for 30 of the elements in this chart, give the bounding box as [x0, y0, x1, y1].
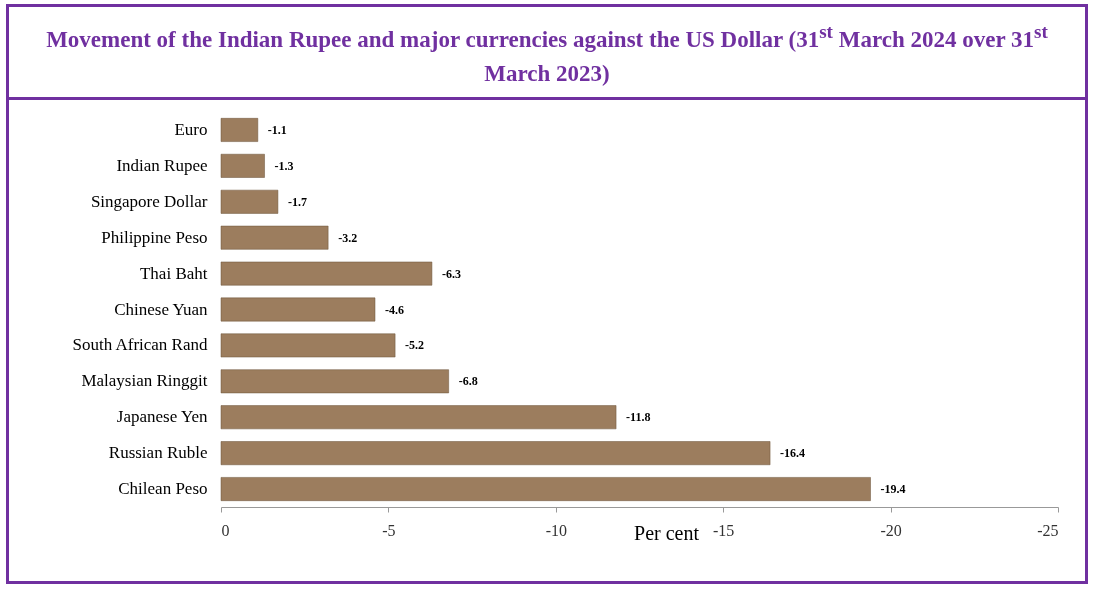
x-tick-label: -25: [1037, 521, 1059, 539]
x-tick-label: -20: [880, 521, 902, 539]
y-tick-label: Singapore Dollar: [90, 191, 208, 211]
y-tick-label: South African Rand: [72, 335, 208, 355]
y-tick-label: Philippine Peso: [101, 227, 208, 247]
data-label: -1.7: [287, 194, 307, 209]
x-tick-label: -10: [545, 521, 567, 539]
data-label: -5.2: [405, 338, 425, 353]
data-label: -1.1: [267, 122, 287, 137]
data-label: -4.6: [385, 302, 405, 317]
chart-title: Movement of the Indian Rupee and major currencies against the US Dollar (31$^{st}$ March 2024 over 31$^{st}$ March 2023): [46, 21, 1048, 86]
y-tick-label: Indian Rupee: [116, 155, 208, 175]
data-label: -6.8: [458, 373, 478, 388]
data-label: -3.2: [338, 230, 358, 245]
y-tick-label: Malaysian Ringgit: [81, 370, 208, 390]
x-tick-label: -15: [713, 521, 735, 539]
y-tick-label: Chilean Peso: [118, 478, 208, 498]
data-label: -11.8: [626, 409, 651, 424]
y-tick-label: Russian Ruble: [108, 442, 208, 462]
x-tick-label: -5: [382, 521, 396, 539]
x-axis-title: Per cent: [634, 521, 700, 544]
y-tick-label: Euro: [174, 119, 208, 139]
data-label: -6.3: [441, 266, 461, 281]
y-tick-label: Thai Baht: [139, 263, 208, 283]
y-tick-label: Chinese Yuan: [114, 299, 208, 319]
data-label: -16.4: [780, 445, 806, 460]
data-label: -19.4: [880, 481, 906, 496]
data-label: -1.3: [274, 158, 294, 173]
y-tick-label: Japanese Yen: [116, 406, 208, 426]
x-tick-label: 0: [221, 521, 230, 539]
